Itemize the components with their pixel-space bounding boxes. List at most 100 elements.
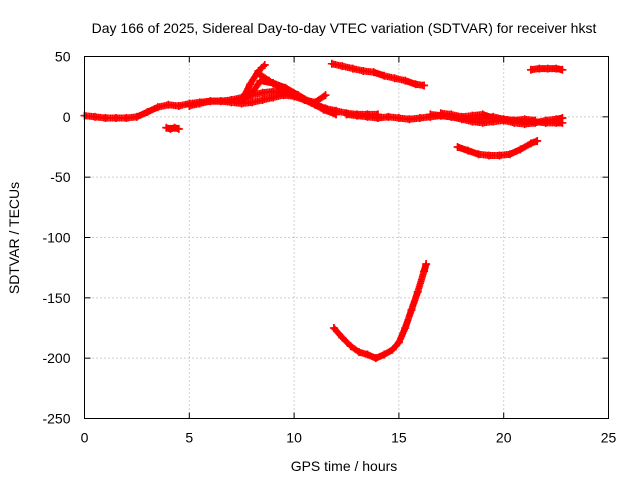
- data-point: [405, 115, 414, 124]
- y-tick-label: -150: [42, 290, 70, 306]
- data-point: [535, 64, 544, 73]
- data-point: [394, 114, 403, 123]
- data-point: [415, 114, 424, 123]
- data-series: [80, 59, 567, 363]
- data-point: [269, 93, 278, 102]
- y-tick-label: 50: [55, 49, 71, 65]
- data-point: [422, 260, 431, 269]
- data-point: [111, 114, 120, 123]
- data-point: [380, 350, 389, 359]
- y-tick-labels: -250 -200 -150 -100 -50 0 50: [42, 49, 70, 427]
- data-point: [132, 112, 141, 121]
- data-point: [558, 65, 567, 74]
- y-tick-label: -250: [42, 411, 70, 427]
- data-point: [552, 64, 561, 73]
- data-point: [369, 68, 378, 77]
- y-tick-label: -100: [42, 230, 70, 246]
- x-tick-label: 15: [391, 430, 407, 446]
- series-11: [526, 64, 567, 74]
- x-tick-label: 25: [601, 430, 617, 446]
- data-point: [185, 101, 194, 110]
- data-point: [526, 139, 535, 148]
- x-axis-label: GPS time / hours: [291, 458, 398, 474]
- data-point: [489, 114, 498, 123]
- data-point: [162, 123, 171, 132]
- data-point: [260, 60, 269, 69]
- data-point: [248, 88, 257, 97]
- data-point: [174, 101, 183, 110]
- data-point: [348, 64, 357, 73]
- data-point: [332, 110, 341, 119]
- data-point: [306, 98, 315, 107]
- data-point: [373, 114, 382, 123]
- data-point: [275, 83, 284, 92]
- data-point: [499, 115, 508, 124]
- data-point: [388, 345, 397, 354]
- data-point: [101, 114, 110, 123]
- data-point: [164, 100, 173, 109]
- data-point: [285, 88, 294, 97]
- data-point: [485, 151, 494, 160]
- data-point: [317, 103, 326, 112]
- data-point: [468, 111, 477, 120]
- data-point: [342, 110, 351, 119]
- data-point: [246, 80, 255, 89]
- data-point: [420, 267, 429, 276]
- data-point: [510, 116, 519, 125]
- data-point: [436, 109, 445, 118]
- data-point: [327, 59, 336, 68]
- data-point: [122, 114, 131, 123]
- data-point: [258, 88, 267, 97]
- data-point: [254, 69, 263, 78]
- data-point: [380, 71, 389, 80]
- data-point: [552, 115, 561, 124]
- data-point: [413, 287, 422, 296]
- data-point: [420, 81, 429, 90]
- data-point: [338, 62, 347, 71]
- x-tick-label: 20: [496, 430, 512, 446]
- data-point: [401, 76, 410, 85]
- data-point: [355, 348, 364, 357]
- data-point: [426, 110, 435, 119]
- series-12: [329, 260, 431, 363]
- chart-title: Day 166 of 2025, Sidereal Day-to-day VTE…: [92, 20, 597, 36]
- data-point: [258, 95, 267, 104]
- data-point: [363, 350, 372, 359]
- data-point: [478, 110, 487, 119]
- y-tick-label: -200: [42, 350, 70, 366]
- data-point: [516, 145, 525, 154]
- data-point: [558, 114, 567, 123]
- data-point: [338, 333, 347, 342]
- series-markers: [330, 260, 430, 362]
- data-point: [474, 150, 483, 159]
- data-point: [447, 110, 456, 119]
- data-point: [90, 112, 99, 121]
- y-tick-label: -50: [50, 169, 70, 185]
- data-point: [520, 115, 529, 124]
- data-point: [174, 124, 183, 133]
- data-point: [541, 116, 550, 125]
- data-point: [143, 108, 152, 117]
- data-point: [206, 97, 215, 106]
- data-point: [153, 103, 162, 112]
- plot-frame: [84, 56, 609, 419]
- y-axis-label: SDTVAR / TECUs: [6, 182, 22, 294]
- data-point: [264, 76, 273, 85]
- data-point: [531, 116, 540, 125]
- series-6: [327, 59, 429, 90]
- data-point: [457, 112, 466, 121]
- data-point: [411, 80, 420, 89]
- data-point: [384, 112, 393, 121]
- x-tick-label: 0: [81, 430, 89, 446]
- data-point: [216, 97, 225, 106]
- data-point: [195, 99, 204, 108]
- data-point: [329, 324, 338, 332]
- x-tick-label: 5: [185, 430, 193, 446]
- data-point: [227, 98, 236, 107]
- data-point: [327, 108, 336, 117]
- data-point: [478, 118, 487, 127]
- data-point: [352, 111, 361, 120]
- y-tick-label: 0: [63, 109, 71, 125]
- data-point: [526, 65, 535, 74]
